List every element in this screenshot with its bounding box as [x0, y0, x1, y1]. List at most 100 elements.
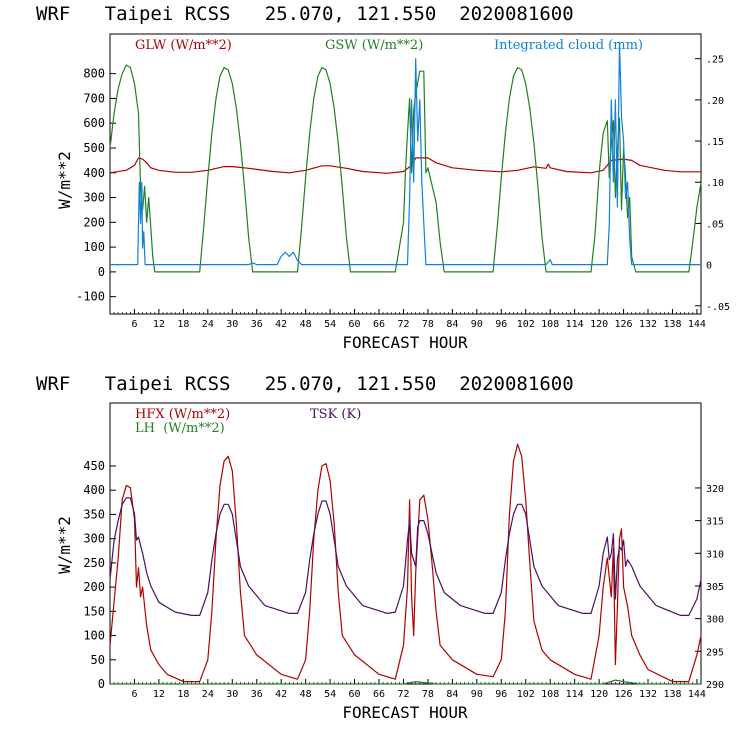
x-tick-label: 72 [397, 689, 409, 700]
y-axis-label-2: W/m**2 [55, 516, 74, 574]
y2-tick-label: 305 [706, 582, 724, 593]
x-tick-label: 42 [275, 689, 287, 700]
x-tick-label: 114 [566, 689, 584, 700]
y-tick-label: 400 [83, 166, 105, 180]
x-axis-ticks-1: 6 12 18 24 30 36 42 48 54 60 66 72 78 84 90 96 102 108 114… [113, 309, 706, 330]
x-tick-label: 126 [615, 689, 633, 700]
x-tick-label: 24 [202, 689, 214, 700]
plot-frame-1 [109, 33, 702, 315]
x-tick-label: 6 [131, 319, 137, 330]
series-line-gsw [109, 64, 702, 273]
x-tick-label: 30 [226, 689, 238, 700]
y-tick-label: 300 [83, 532, 105, 546]
y-tick-label: 600 [83, 116, 105, 130]
x-tick-label: 96 [495, 689, 507, 700]
x-tick-label: 120 [590, 689, 608, 700]
x-tick-label: 102 [517, 319, 535, 330]
x-tick-label: 120 [590, 319, 608, 330]
x-tick-label: 108 [541, 689, 559, 700]
y-tick-label: 700 [83, 91, 105, 105]
y2-axis-ticks-1: -.05 0 .05 .10 .15 .20 .25 [695, 55, 730, 313]
series-line-tsk [109, 497, 702, 617]
legend-integrated-cloud: Integrated cloud (mm) [494, 38, 643, 53]
x-tick-label: 132 [639, 689, 657, 700]
y-tick-label: 450 [83, 459, 105, 473]
x-axis-label-2: FORECAST HOUR [342, 703, 468, 722]
y2-tick-label: 300 [706, 615, 724, 626]
y2-tick-label: .10 [706, 178, 724, 189]
x-tick-label: 66 [373, 319, 385, 330]
x-tick-label: 48 [300, 689, 312, 700]
y-tick-label: 0 [98, 265, 105, 279]
legend-lh: LH (W/m**2) [135, 421, 225, 436]
legend-tsk: TSK (K) [310, 407, 361, 422]
y-tick-label: 300 [83, 191, 105, 205]
x-tick-label: 108 [541, 319, 559, 330]
x-tick-label: 12 [153, 689, 165, 700]
x-tick-label: 78 [422, 689, 434, 700]
y2-tick-label: 320 [706, 484, 724, 495]
legend-glw: GLW (W/m**2) [135, 38, 232, 53]
x-tick-label: 48 [300, 319, 312, 330]
x-tick-label: 138 [663, 319, 681, 330]
x-tick-label: 84 [446, 689, 458, 700]
x-tick-label: 60 [349, 689, 361, 700]
y2-tick-label: 315 [706, 517, 724, 528]
y2-tick-label: .15 [706, 137, 724, 148]
x-tick-label: 24 [202, 319, 214, 330]
x-tick-label: 18 [177, 689, 189, 700]
y2-tick-label: 295 [706, 647, 724, 658]
series-line-hfx [109, 443, 702, 683]
legend-hfx: HFX (W/m**2) [135, 407, 230, 422]
series-line-integrated [110, 41, 701, 266]
chart-panel-1: WRF Taipei RCSS 25.070, 121.550 20200816… [36, 3, 730, 352]
x-tick-label: 54 [324, 689, 336, 700]
x-tick-label: 114 [566, 319, 584, 330]
y-tick-label: 500 [83, 141, 105, 155]
y-tick-label: 150 [83, 604, 105, 618]
legend-gsw: GSW (W/m**2) [325, 38, 423, 53]
y-tick-label: 800 [83, 67, 105, 81]
chart-title-2: WRF Taipei RCSS 25.070, 121.550 20200816… [36, 373, 574, 395]
y2-axis-ticks-2: 290 295 300 305 310 315 320 [695, 484, 724, 691]
y-tick-label: 200 [83, 215, 105, 229]
chart-panel-2: WRF Taipei RCSS 25.070, 121.550 20200816… [36, 373, 724, 722]
chart-title-1: WRF Taipei RCSS 25.070, 121.550 20200816… [36, 3, 574, 25]
series-group-1 [109, 41, 702, 273]
x-tick-label: 66 [373, 689, 385, 700]
y-tick-label: 100 [83, 240, 105, 254]
series-group-2 [109, 443, 702, 685]
y2-tick-label: .20 [706, 96, 724, 107]
x-tick-label: 30 [226, 319, 238, 330]
x-tick-label: 60 [349, 319, 361, 330]
y2-tick-label: .05 [706, 219, 724, 230]
x-tick-label: 36 [251, 319, 263, 330]
y-tick-label: -100 [76, 290, 105, 304]
y-axis-ticks-2: 0 50 100 150 200 250 300 350 400 450 [83, 459, 116, 691]
y2-tick-label: 310 [706, 549, 724, 560]
x-tick-label: 96 [495, 319, 507, 330]
x-tick-label: 78 [422, 319, 434, 330]
x-tick-label: 84 [446, 319, 458, 330]
x-tick-label: 90 [471, 319, 483, 330]
x-tick-label: 6 [131, 689, 137, 700]
y2-tick-label: .25 [706, 55, 724, 66]
y-tick-label: 200 [83, 580, 105, 594]
x-tick-label: 36 [251, 689, 263, 700]
x-tick-label: 18 [177, 319, 189, 330]
x-tick-label: 102 [517, 689, 535, 700]
x-tick-label: 144 [688, 319, 706, 330]
x-tick-label: 138 [663, 689, 681, 700]
y-tick-label: 400 [83, 483, 105, 497]
x-tick-label: 132 [639, 319, 657, 330]
y-tick-label: 250 [83, 556, 105, 570]
y-tick-label: 100 [83, 629, 105, 643]
y2-tick-label: 0 [706, 261, 712, 272]
x-tick-label: 42 [275, 319, 287, 330]
x-tick-label: 72 [397, 319, 409, 330]
y-tick-label: 350 [83, 507, 105, 521]
y2-tick-label: -.05 [706, 302, 730, 313]
y-tick-label: 50 [91, 653, 105, 667]
y-tick-label: 0 [98, 677, 105, 691]
